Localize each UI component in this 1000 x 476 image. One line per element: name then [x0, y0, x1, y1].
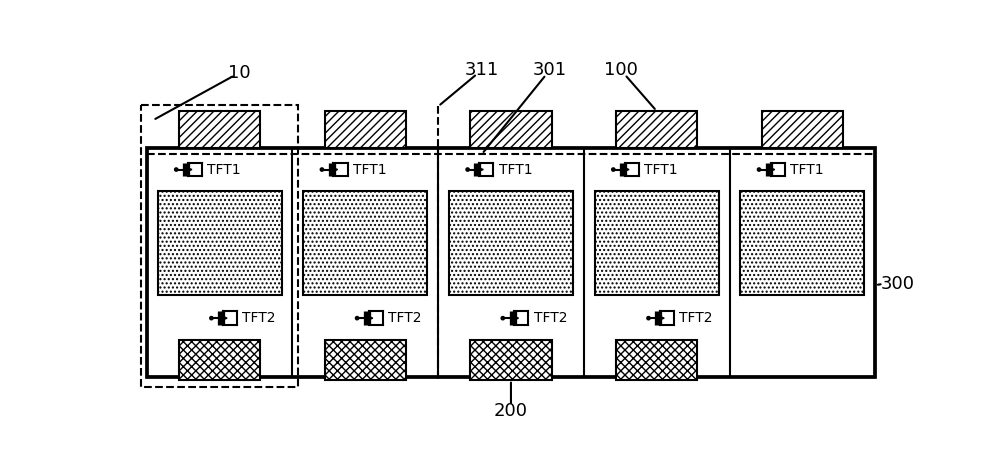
Text: TFT2: TFT2: [534, 311, 567, 325]
Text: 301: 301: [533, 61, 567, 79]
Polygon shape: [479, 168, 483, 171]
Bar: [595, 191, 719, 295]
Bar: [325, 340, 406, 380]
Bar: [740, 191, 864, 295]
Text: 311: 311: [464, 61, 499, 79]
Text: TFT1: TFT1: [644, 162, 678, 177]
Bar: [158, 191, 282, 295]
Polygon shape: [625, 168, 629, 171]
Polygon shape: [333, 168, 338, 171]
Polygon shape: [369, 317, 373, 320]
Bar: [179, 340, 260, 380]
Bar: [325, 111, 406, 148]
Bar: [303, 191, 427, 295]
Text: TFT1: TFT1: [353, 162, 386, 177]
Text: TFT1: TFT1: [790, 162, 824, 177]
Text: 10: 10: [228, 63, 251, 81]
Text: TFT1: TFT1: [499, 162, 532, 177]
Bar: [470, 111, 552, 148]
Polygon shape: [660, 317, 664, 320]
Bar: [616, 340, 697, 380]
Text: 200: 200: [494, 402, 528, 420]
Bar: [147, 148, 875, 377]
Text: TFT2: TFT2: [242, 311, 276, 325]
Bar: [141, 105, 298, 387]
Text: TFT1: TFT1: [207, 162, 241, 177]
Text: 300: 300: [881, 275, 915, 293]
Polygon shape: [514, 317, 519, 320]
Text: TFT2: TFT2: [679, 311, 713, 325]
Polygon shape: [771, 168, 775, 171]
Bar: [179, 111, 260, 148]
Polygon shape: [223, 317, 227, 320]
Bar: [762, 111, 843, 148]
Bar: [616, 111, 697, 148]
Polygon shape: [188, 168, 192, 171]
Text: TFT2: TFT2: [388, 311, 422, 325]
Bar: [449, 191, 573, 295]
Text: 100: 100: [604, 61, 638, 79]
Bar: [470, 340, 552, 380]
